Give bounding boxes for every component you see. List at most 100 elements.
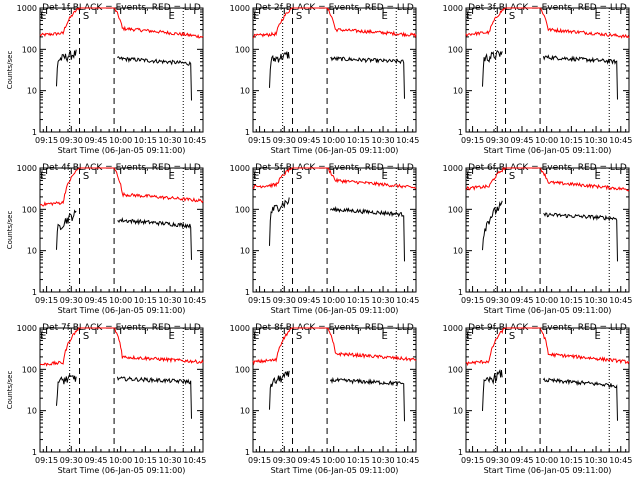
y-tick-label: 100	[22, 45, 37, 54]
x-tick-label: 09:30	[486, 456, 509, 465]
series-lld-line	[465, 7, 630, 39]
y-axis-ticks: 1 10 100 1000	[17, 324, 203, 457]
y-axis-label: Counts/sec	[6, 371, 14, 410]
y-axis-ticks: 1 10 100 1000	[230, 324, 416, 457]
series-lld-line	[39, 167, 204, 207]
x-tick-label: 10:30	[372, 296, 395, 305]
x-tick-label: 09:45	[84, 296, 107, 305]
x-tick-label: 10:45	[609, 456, 632, 465]
y-axis-ticks: 1 10 100 1000	[230, 4, 416, 137]
event-marker-s: S	[296, 171, 302, 182]
x-tick-label: 10:15	[347, 136, 370, 145]
x-tick-label: 10:30	[159, 456, 182, 465]
x-axis-label: Start Time (06-Jan-05 09:11:00)	[58, 466, 186, 475]
x-axis-label: Start Time (06-Jan-05 09:11:00)	[484, 466, 612, 475]
y-tick-label: 10	[240, 87, 250, 96]
x-tick-label: 10:15	[134, 296, 157, 305]
chart-title: Det 8f BLACK = Events, RED = LLD	[255, 323, 414, 333]
x-tick-label: 09:15	[248, 136, 271, 145]
plot-frame	[252, 7, 417, 133]
x-tick-label: 10:00	[109, 296, 132, 305]
event-marker-e: E	[466, 331, 472, 342]
y-tick-label: 100	[235, 205, 250, 214]
y-tick-label: 100	[22, 365, 37, 374]
series-events-line	[56, 49, 192, 101]
x-tick-label: 10:45	[396, 136, 419, 145]
y-tick-label: 1000	[230, 324, 250, 333]
event-marker-e: E	[382, 331, 388, 342]
y-tick-label: 10	[27, 87, 37, 96]
x-axis-ticks: 09:15 09:30 09:45 10:00 10:15 10:30 10:45	[461, 168, 632, 305]
y-axis-label: Counts/sec	[6, 51, 14, 90]
event-marker-e: E	[595, 331, 601, 342]
x-axis-ticks: 09:15 09:30 09:45 10:00 10:15 10:30 10:45	[248, 8, 419, 145]
series-events-line	[56, 373, 192, 419]
series-events-line	[56, 209, 192, 260]
x-tick-label: 09:15	[248, 456, 271, 465]
x-tick-label: 10:30	[159, 136, 182, 145]
y-tick-label: 1	[458, 288, 463, 297]
plot-frame	[252, 167, 417, 293]
y-axis-ticks: 1 10 100 1000	[443, 164, 629, 297]
x-tick-label: 09:15	[35, 456, 58, 465]
x-axis-ticks: 09:15 09:30 09:45 10:00 10:15 10:30 10:45	[248, 328, 419, 465]
x-axis-ticks: 09:15 09:30 09:45 10:00 10:15 10:30 10:45	[35, 8, 206, 145]
x-axis-label: Start Time (06-Jan-05 09:11:00)	[58, 306, 186, 315]
y-tick-label: 1000	[443, 324, 463, 333]
event-marker-e: E	[253, 171, 259, 182]
y-tick-label: 1000	[17, 4, 37, 13]
y-tick-label: 100	[448, 45, 463, 54]
event-marker-e: E	[40, 11, 46, 22]
x-tick-label: 09:30	[60, 136, 83, 145]
series-lld-line	[465, 167, 630, 192]
y-tick-label: 100	[448, 205, 463, 214]
event-marker-s: S	[509, 11, 515, 22]
chart-title: Det 7f BLACK = Events, RED = LLD	[42, 323, 201, 333]
x-tick-label: 10:00	[535, 456, 558, 465]
y-axis-label: Counts/sec	[6, 211, 14, 250]
y-axis-ticks: 1 10 100 1000	[17, 4, 203, 137]
x-tick-label: 09:15	[461, 136, 484, 145]
x-axis-ticks: 09:15 09:30 09:45 10:00 10:15 10:30 10:45	[461, 328, 632, 465]
x-tick-label: 10:30	[159, 296, 182, 305]
event-marker-e: E	[169, 171, 175, 182]
event-marker-e: E	[595, 171, 601, 182]
event-marker-e: E	[595, 11, 601, 22]
x-tick-label: 09:45	[510, 456, 533, 465]
y-axis-ticks: 1 10 100 1000	[443, 324, 629, 457]
y-tick-label: 10	[453, 407, 463, 416]
chart-title: Det 5f BLACK = Events, RED = LLD	[255, 163, 414, 173]
x-tick-label: 10:15	[347, 296, 370, 305]
series-events-line	[269, 50, 405, 99]
x-tick-label: 10:00	[109, 136, 132, 145]
x-tick-label: 10:15	[347, 456, 370, 465]
x-tick-label: 09:15	[35, 136, 58, 145]
x-tick-label: 09:45	[297, 296, 320, 305]
series-events-line	[482, 50, 618, 100]
x-tick-label: 10:15	[134, 136, 157, 145]
series-events-line	[269, 197, 405, 262]
x-tick-label: 10:45	[396, 456, 419, 465]
y-tick-label: 1000	[230, 4, 250, 13]
x-tick-label: 10:45	[183, 296, 206, 305]
event-marker-s: S	[83, 11, 89, 22]
x-tick-label: 09:45	[510, 296, 533, 305]
x-tick-label: 10:45	[609, 136, 632, 145]
chart-title: Det 1f BLACK = Events, RED = LLD	[42, 3, 201, 13]
event-marker-e: E	[382, 171, 388, 182]
event-marker-e: E	[466, 11, 472, 22]
y-tick-label: 100	[22, 205, 37, 214]
plot-frame	[465, 7, 630, 133]
series-events-line	[269, 370, 405, 422]
series-lld-line	[465, 327, 630, 367]
x-tick-label: 10:30	[585, 296, 608, 305]
x-tick-label: 10:00	[322, 136, 345, 145]
series-events-line	[482, 369, 618, 421]
